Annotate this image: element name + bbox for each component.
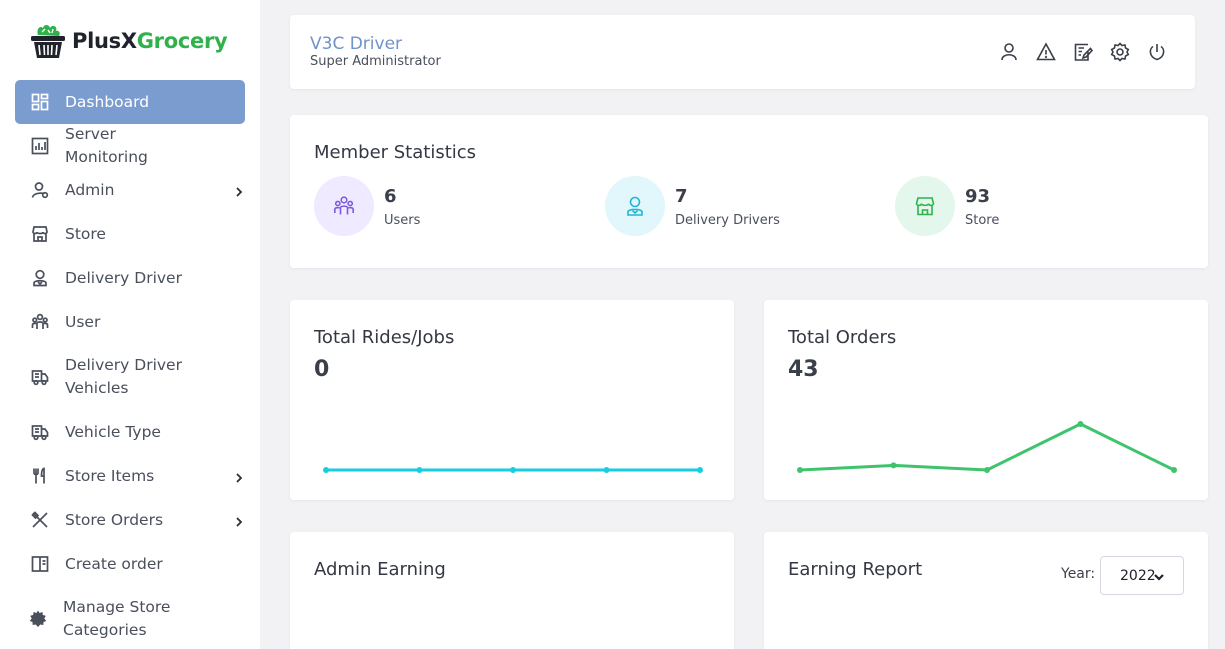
sidebar-item-label: Delivery Driver Vehicles: [65, 356, 182, 397]
sidebar-item-label: Store: [65, 224, 106, 243]
orders-series-line: [799, 422, 1175, 472]
users-icon: [31, 313, 49, 331]
header-actions: [999, 42, 1167, 62]
sidebar-item-store[interactable]: Store: [15, 212, 245, 256]
drivers-count: 7: [675, 185, 688, 207]
rides-point-4[interactable]: [697, 467, 703, 473]
rides-sparkline: [323, 467, 703, 473]
orders-point-3[interactable]: [1077, 421, 1084, 427]
power-icon[interactable]: [1147, 42, 1167, 62]
sidebar-item-label: Vehicle Type: [65, 422, 161, 441]
year-value: 2022: [1120, 567, 1156, 584]
sidebar-item-delivery-driver-vehicles[interactable]: Delivery Driver Vehicles: [15, 344, 245, 410]
vehicle-type-icon: [31, 423, 49, 441]
brand-logo[interactable]: PlusXGrocery: [28, 20, 228, 62]
total-rides-value: 0: [314, 357, 330, 382]
member-statistics-card: Member Statistics 6 Users 7 Delivery Dri…: [290, 115, 1208, 268]
gear-icon: [29, 610, 47, 628]
sidebar-item-server-monitoring[interactable]: Server Monitoring: [15, 124, 245, 168]
sidebar-item-label: Store Orders: [65, 510, 164, 529]
orders-point-1[interactable]: [890, 462, 897, 469]
sidebar-item-store-items[interactable]: Store Items: [15, 454, 245, 498]
earning-report-title: Earning Report: [788, 559, 923, 580]
sidebar-item-label: Admin: [65, 180, 115, 199]
rides-point-0[interactable]: [323, 467, 329, 473]
chevron-down-icon: [1154, 574, 1164, 581]
sidebar-item-vehicle-type[interactable]: Vehicle Type: [15, 410, 245, 454]
total-rides-card: Total Rides/Jobs 0: [290, 300, 734, 500]
admin-earning-title: Admin Earning: [314, 559, 446, 580]
total-orders-value: 43: [788, 357, 819, 382]
user-role: Super Administrator: [310, 54, 441, 69]
stat-store: 93 Store: [895, 176, 999, 236]
brand-part2: Grocery: [136, 29, 228, 53]
sidebar-item-delivery-driver[interactable]: Delivery Driver: [15, 256, 245, 300]
store-icon: [895, 176, 955, 236]
total-orders-title: Total Orders: [788, 327, 897, 348]
year-label: Year:: [1061, 566, 1096, 582]
sidebar-item-admin[interactable]: Admin: [15, 168, 245, 212]
orders-point-4[interactable]: [1171, 467, 1177, 473]
orders-sparkline: [797, 421, 1177, 473]
store-count: 93: [965, 185, 991, 207]
sidebar-item-store-orders[interactable]: Store Orders: [15, 498, 245, 542]
users-count: 6: [384, 185, 397, 207]
total-orders-card: Total Orders 43: [764, 300, 1208, 500]
top-header: V3C Driver Super Administrator: [290, 15, 1195, 89]
stat-users: 6 Users: [314, 176, 420, 236]
brand-name: PlusXGrocery: [72, 29, 228, 53]
admin-user-icon: [31, 181, 49, 199]
stat-delivery-drivers: 7 Delivery Drivers: [605, 176, 780, 236]
user-name[interactable]: V3C Driver: [310, 34, 403, 54]
sidebar-item-label: Manage Store Categories: [63, 598, 171, 639]
basket-logo-icon: [31, 25, 65, 58]
sidebar-item-label: Delivery Driver: [65, 268, 182, 287]
profile-icon[interactable]: [999, 42, 1019, 62]
sidebar-nav: Dashboard Server Monitoring Admin Store: [15, 80, 245, 649]
sidebar-item-label: Server Monitoring: [65, 125, 148, 166]
dashboard-icon: [31, 93, 49, 111]
sidebar-item-label: Dashboard: [65, 92, 150, 111]
earning-report-card: Earning Report Year: 2022: [764, 532, 1208, 649]
sidebar-item-create-order[interactable]: Create order: [15, 542, 245, 586]
chevron-right-icon: [233, 514, 245, 527]
admin-earning-card: Admin Earning: [290, 532, 734, 649]
orders-point-2[interactable]: [984, 467, 990, 473]
sidebar-item-label: Create order: [65, 554, 163, 573]
sidebar-item-user[interactable]: User: [15, 300, 245, 344]
chevron-right-icon: [233, 184, 245, 197]
rides-point-3[interactable]: [603, 467, 610, 473]
sidebar-item-dashboard[interactable]: Dashboard: [15, 80, 245, 124]
utensils-cross-icon: [31, 511, 49, 529]
chevron-right-icon: [233, 470, 245, 483]
driver-icon: [31, 269, 49, 287]
cutlery-icon: [31, 467, 49, 485]
driver-icon: [605, 176, 665, 236]
drivers-label: Delivery Drivers: [675, 212, 780, 228]
sidebar: PlusXGrocery Dashboard Server Monitoring…: [0, 0, 260, 649]
year-select[interactable]: 2022: [1100, 556, 1184, 595]
sidebar-item-label: User: [65, 312, 101, 331]
users-icon: [314, 176, 374, 236]
alert-icon[interactable]: [1036, 42, 1056, 62]
vehicle-icon: [31, 368, 49, 386]
total-rides-title: Total Rides/Jobs: [314, 327, 455, 348]
store-label: Store: [965, 212, 1000, 228]
sidebar-item-manage-store-categories[interactable]: Manage Store Categories: [15, 586, 245, 649]
bar-chart-icon: [31, 137, 49, 155]
rides-point-1[interactable]: [416, 467, 423, 473]
users-label: Users: [384, 212, 421, 228]
member-statistics-title: Member Statistics: [314, 142, 477, 163]
store-icon: [31, 225, 49, 243]
edit-note-icon[interactable]: [1073, 42, 1093, 62]
brand-part1: PlusX: [72, 29, 137, 53]
sidebar-item-label: Store Items: [65, 466, 155, 485]
order-icon: [31, 555, 49, 573]
settings-icon[interactable]: [1110, 42, 1130, 62]
rides-point-2[interactable]: [510, 467, 516, 473]
orders-point-0[interactable]: [797, 467, 803, 473]
